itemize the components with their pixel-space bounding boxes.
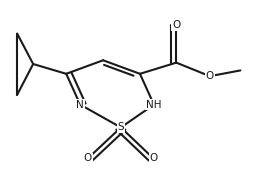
Text: O: O bbox=[84, 153, 92, 163]
Text: NH: NH bbox=[146, 100, 162, 110]
Text: N: N bbox=[76, 100, 84, 110]
Text: O: O bbox=[206, 71, 214, 81]
Text: O: O bbox=[172, 20, 180, 30]
Text: O: O bbox=[149, 153, 158, 163]
Text: S: S bbox=[117, 122, 124, 132]
